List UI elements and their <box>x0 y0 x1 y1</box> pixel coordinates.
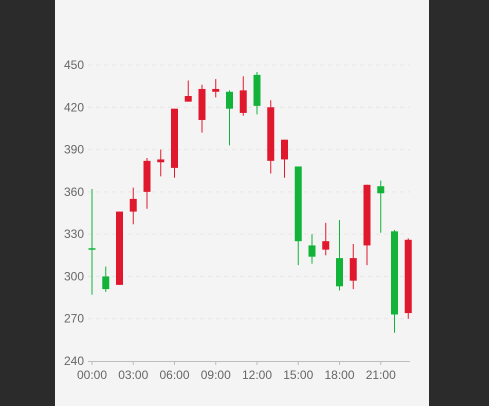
candle-body <box>294 166 302 242</box>
x-tick-label: 12:00 <box>242 368 272 382</box>
y-tick-label: 300 <box>64 269 84 283</box>
candle-body <box>377 186 385 194</box>
candle <box>198 84 206 133</box>
candle <box>184 80 192 102</box>
candle <box>336 220 343 291</box>
candle-body <box>212 88 220 92</box>
candle <box>267 100 275 174</box>
candle-body <box>171 108 178 168</box>
candle <box>102 266 110 292</box>
x-tick-label: 18:00 <box>324 368 354 382</box>
candle <box>391 229 398 333</box>
y-tick-label: 270 <box>64 312 84 326</box>
candle <box>212 79 220 98</box>
y-tick-label: 420 <box>64 100 84 114</box>
candle <box>377 180 385 233</box>
candle-body <box>349 258 357 281</box>
x-tick-label: 09:00 <box>201 368 231 382</box>
candle-body <box>157 159 165 163</box>
candle-body <box>281 139 288 160</box>
candle <box>281 139 288 178</box>
candle <box>143 158 151 209</box>
candle <box>363 184 371 266</box>
candle <box>157 149 165 177</box>
grid-layer <box>88 64 410 320</box>
candle-body <box>102 276 110 290</box>
candle-body <box>267 107 275 161</box>
x-tick-label: 15:00 <box>283 368 313 382</box>
candle-body <box>322 241 330 250</box>
y-tick-label: 240 <box>64 354 84 368</box>
candle-body <box>391 231 398 315</box>
candle <box>349 244 357 290</box>
candle-layer <box>88 72 412 333</box>
candle-body <box>363 184 371 246</box>
candle-body <box>336 258 343 287</box>
candle-body <box>404 239 412 314</box>
candle <box>404 238 412 319</box>
candle-body <box>198 88 206 120</box>
candle-body <box>143 160 151 192</box>
x-tick-label: 06:00 <box>159 368 189 382</box>
candle-body <box>116 211 123 285</box>
candle <box>308 234 316 264</box>
candle-body <box>88 248 96 250</box>
candle-body <box>184 96 192 102</box>
candle <box>171 108 178 178</box>
candle <box>88 189 96 295</box>
candle <box>116 211 123 285</box>
candle-body <box>308 245 316 257</box>
candle <box>226 90 233 146</box>
y-tick-label: 450 <box>64 58 84 72</box>
x-tick-label: 03:00 <box>118 368 148 382</box>
candle <box>253 72 261 115</box>
x-tick-label: 21:00 <box>366 368 396 382</box>
y-tick-label: 330 <box>64 227 84 241</box>
candle-body <box>253 74 261 106</box>
y-tick-label: 390 <box>64 143 84 157</box>
candle <box>322 222 330 256</box>
label-layer: 240 270 300 330 360 390 420 450 00:00 03:00 06:00 0… <box>64 58 396 382</box>
candle-body <box>239 90 247 113</box>
x-tick-label: 00:00 <box>77 368 107 382</box>
candle <box>294 166 302 266</box>
axis-layer <box>88 361 410 365</box>
candle-body <box>129 198 137 212</box>
candle <box>129 187 137 225</box>
candle <box>239 76 247 116</box>
y-tick-label: 360 <box>64 185 84 199</box>
candle-body <box>226 91 233 109</box>
